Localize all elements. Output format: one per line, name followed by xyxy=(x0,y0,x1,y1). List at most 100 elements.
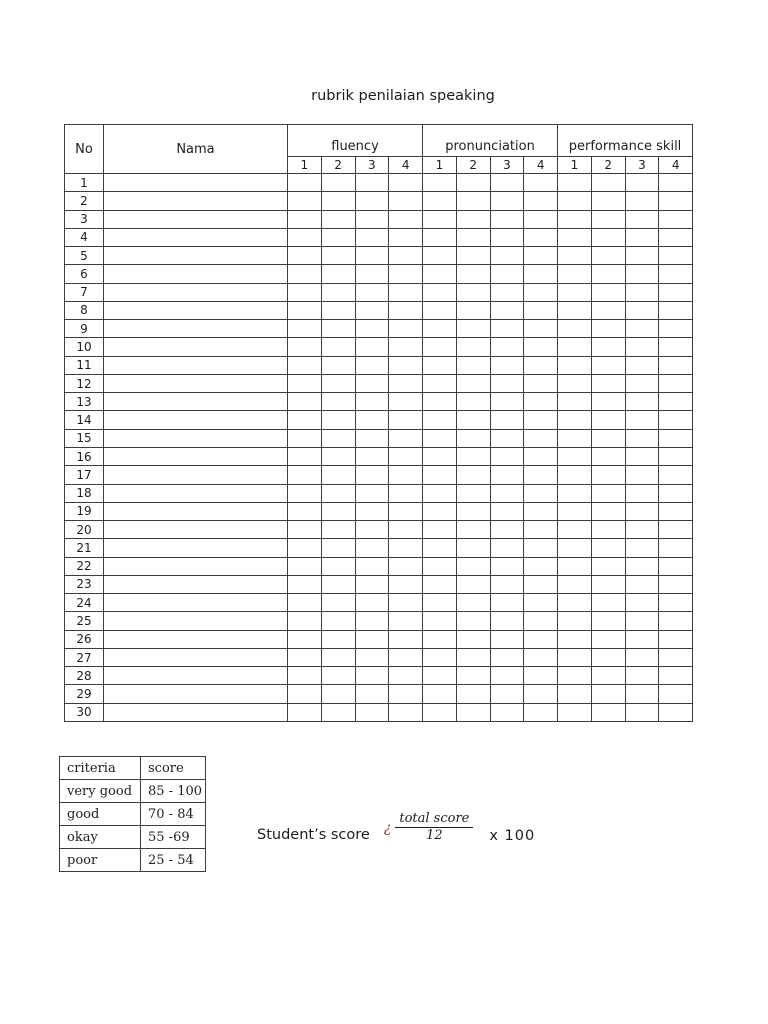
score-cell xyxy=(523,172,559,193)
score-cell xyxy=(388,666,424,686)
nama-cell xyxy=(103,300,288,321)
score-cell xyxy=(455,355,491,375)
nama-cell xyxy=(103,337,288,357)
score-cell xyxy=(320,373,356,394)
score-cell xyxy=(658,593,694,613)
score-cell xyxy=(658,172,694,193)
score-cell xyxy=(455,373,491,394)
score-cell xyxy=(557,556,592,576)
score-cell xyxy=(489,428,525,448)
score-cell xyxy=(354,556,390,576)
formula-multiplier: x 100 xyxy=(489,828,536,844)
score-cell xyxy=(320,465,356,485)
score-cell xyxy=(287,647,322,668)
score-cell xyxy=(354,282,390,302)
score-cell xyxy=(287,520,322,540)
score-cell xyxy=(354,172,390,193)
nama-cell xyxy=(103,172,288,193)
score-cell xyxy=(557,666,592,686)
score-cell xyxy=(455,191,491,211)
score-cell xyxy=(523,556,559,576)
score-cell xyxy=(590,593,626,613)
score-cell xyxy=(320,410,356,430)
score-cell xyxy=(455,428,491,448)
score-cell xyxy=(624,264,660,284)
score-cell xyxy=(455,702,491,723)
row-number-cell: 15 xyxy=(64,428,104,448)
row-number-cell: 25 xyxy=(64,611,104,631)
score-cell xyxy=(489,300,525,321)
rubric-row: 14 xyxy=(64,410,694,430)
row-number-cell: 11 xyxy=(64,355,104,375)
nama-cell xyxy=(103,319,288,339)
score-cell xyxy=(658,282,694,302)
score-cell xyxy=(354,319,390,339)
score-cell xyxy=(422,629,457,649)
score-cell xyxy=(455,282,491,302)
score-cell xyxy=(590,264,626,284)
score-cell xyxy=(455,209,491,229)
nama-cell xyxy=(103,629,288,649)
score-cell xyxy=(287,593,322,613)
score-cell xyxy=(287,319,322,339)
score-cell xyxy=(489,684,525,704)
score-cell xyxy=(624,373,660,394)
score-cell xyxy=(287,373,322,394)
score-cell xyxy=(590,172,626,193)
score-cell xyxy=(388,410,424,430)
score-cell xyxy=(523,501,559,522)
score-cell xyxy=(658,209,694,229)
row-number-cell: 3 xyxy=(64,209,104,229)
student-score-formula: Student’s score ¿ total score 12 x 100 xyxy=(257,812,536,845)
score-cell xyxy=(320,574,356,595)
score-cell xyxy=(287,574,322,595)
score-cell xyxy=(557,319,592,339)
score-cell xyxy=(590,538,626,558)
rubric-row: 25 xyxy=(64,611,694,631)
score-cell xyxy=(422,520,457,540)
score-cell xyxy=(624,282,660,302)
score-cell xyxy=(489,209,525,229)
criteria-legend-table: criteria score very good 85 - 100 good 70 -… xyxy=(59,756,206,872)
rubric-row: 11 xyxy=(64,355,694,375)
score-cell xyxy=(590,684,626,704)
nama-cell xyxy=(103,483,288,503)
score-cell xyxy=(320,629,356,649)
score-cell xyxy=(590,392,626,412)
rubric-row: 26 xyxy=(64,629,694,649)
score-cell xyxy=(489,355,525,375)
score-subheader-performance-skill-1: 1 xyxy=(557,156,592,174)
nama-cell xyxy=(103,702,288,723)
score-cell xyxy=(287,465,322,485)
score-cell xyxy=(422,574,457,595)
score-cell xyxy=(354,465,390,485)
score-cell xyxy=(557,501,592,522)
score-cell xyxy=(320,611,356,631)
row-number-cell: 13 xyxy=(64,392,104,412)
score-subheader-fluency-2: 2 xyxy=(320,156,356,174)
score-cell xyxy=(658,410,694,430)
score-cell xyxy=(590,319,626,339)
nama-cell xyxy=(103,191,288,211)
score-cell xyxy=(320,483,356,503)
score-cell xyxy=(320,556,356,576)
score-cell xyxy=(523,629,559,649)
score-cell xyxy=(624,337,660,357)
score-cell xyxy=(354,227,390,248)
score-cell xyxy=(489,702,525,723)
rubric-row: 7 xyxy=(64,282,694,302)
score-cell xyxy=(354,501,390,522)
nama-cell xyxy=(103,574,288,595)
score-cell xyxy=(287,355,322,375)
criteria-row: very good 85 - 100 xyxy=(59,779,206,803)
score-cell xyxy=(557,702,592,723)
rubric-row: 29 xyxy=(64,684,694,704)
score-cell xyxy=(523,593,559,613)
score-cell xyxy=(489,446,525,467)
score-cell xyxy=(590,647,626,668)
score-cell xyxy=(422,209,457,229)
score-cell xyxy=(388,593,424,613)
row-number-cell: 1 xyxy=(64,172,104,193)
